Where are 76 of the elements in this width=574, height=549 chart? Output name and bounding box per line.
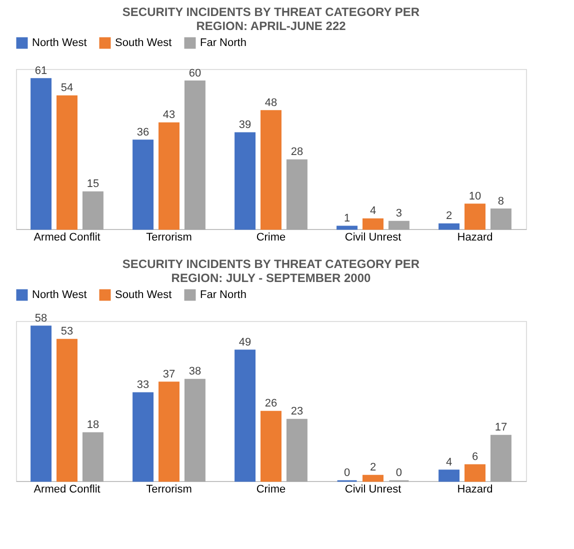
bar <box>56 95 78 230</box>
bar <box>158 382 180 482</box>
legend-label: Far North <box>200 289 246 301</box>
bar <box>82 191 104 230</box>
bar <box>260 110 282 230</box>
data-label: 15 <box>86 178 100 190</box>
bar <box>286 159 308 230</box>
x-tick-label: Civil Unrest <box>344 232 402 244</box>
bar <box>388 220 410 230</box>
data-label: 4 <box>370 205 376 218</box>
data-label: 0 <box>344 467 350 479</box>
bar <box>362 218 384 230</box>
data-label: 6 <box>472 451 478 463</box>
data-label: 1 <box>344 212 350 225</box>
bar <box>132 140 154 230</box>
data-label: 23 <box>290 406 304 418</box>
bar <box>260 410 282 482</box>
x-tick-label: Armed Conflit <box>34 232 100 244</box>
data-label: 58 <box>34 312 48 324</box>
bar <box>30 326 52 482</box>
data-label: 8 <box>498 195 504 208</box>
data-label: 28 <box>290 146 304 158</box>
bar <box>438 223 460 230</box>
bar <box>286 418 308 482</box>
data-label: 17 <box>494 422 508 434</box>
data-label: 54 <box>60 82 74 94</box>
bar <box>490 434 512 482</box>
bar <box>30 78 52 230</box>
x-tick-label: Civil Unrest <box>344 484 402 496</box>
data-label: 43 <box>162 109 176 122</box>
x-tick-label: Armed Conflit <box>34 484 100 496</box>
bar <box>184 80 206 230</box>
data-label: 2 <box>370 462 376 474</box>
bar <box>464 464 486 482</box>
data-label: 60 <box>188 67 202 80</box>
data-label: 10 <box>468 190 482 202</box>
data-label: 33 <box>136 379 150 391</box>
data-label: 53 <box>60 326 74 338</box>
data-label: 39 <box>238 119 252 131</box>
x-tick-label: Crime <box>256 484 286 496</box>
bar <box>362 474 384 482</box>
legend-label: North West <box>32 37 87 49</box>
data-label: 26 <box>264 398 278 410</box>
data-label: 3 <box>396 208 402 220</box>
x-tick-label: Hazard <box>457 232 493 244</box>
legend-label: Far North <box>200 37 246 49</box>
bar <box>438 470 460 482</box>
data-label: 61 <box>34 64 48 77</box>
data-label: 38 <box>188 366 202 378</box>
data-label: 4 <box>446 456 452 468</box>
legend-label: South West <box>115 37 172 49</box>
bar <box>158 122 180 230</box>
bar <box>490 208 512 230</box>
chart-title: SECURITY INCIDENTS BY THREAT CATEGORY PER REGION: JULY - SEPTEMBER 2000 <box>122 257 420 285</box>
bar <box>184 378 206 482</box>
data-label: 0 <box>396 467 402 479</box>
chart-title: SECURITY INCIDENTS BY THREAT CATEGORY PER REGION: APRIL-JUNE 222 <box>122 5 420 33</box>
x-tick-label: Crime <box>256 232 286 244</box>
x-tick-label: Terrorism <box>146 232 192 244</box>
bar <box>82 432 104 482</box>
data-label: 49 <box>238 336 252 348</box>
data-label: 18 <box>86 419 100 431</box>
x-tick-label: Hazard <box>457 484 493 496</box>
legend-label: South West <box>115 289 172 301</box>
bar <box>464 204 486 230</box>
bar <box>234 132 256 230</box>
bar <box>234 350 256 482</box>
x-tick-label: Terrorism <box>146 484 192 496</box>
data-label: 37 <box>162 368 176 380</box>
data-label: 36 <box>136 126 150 138</box>
data-label: 2 <box>446 210 452 222</box>
bar <box>336 226 358 230</box>
legend-label: North West <box>32 289 87 301</box>
data-label: 48 <box>264 96 278 109</box>
bar <box>132 392 154 482</box>
bar <box>56 338 78 482</box>
